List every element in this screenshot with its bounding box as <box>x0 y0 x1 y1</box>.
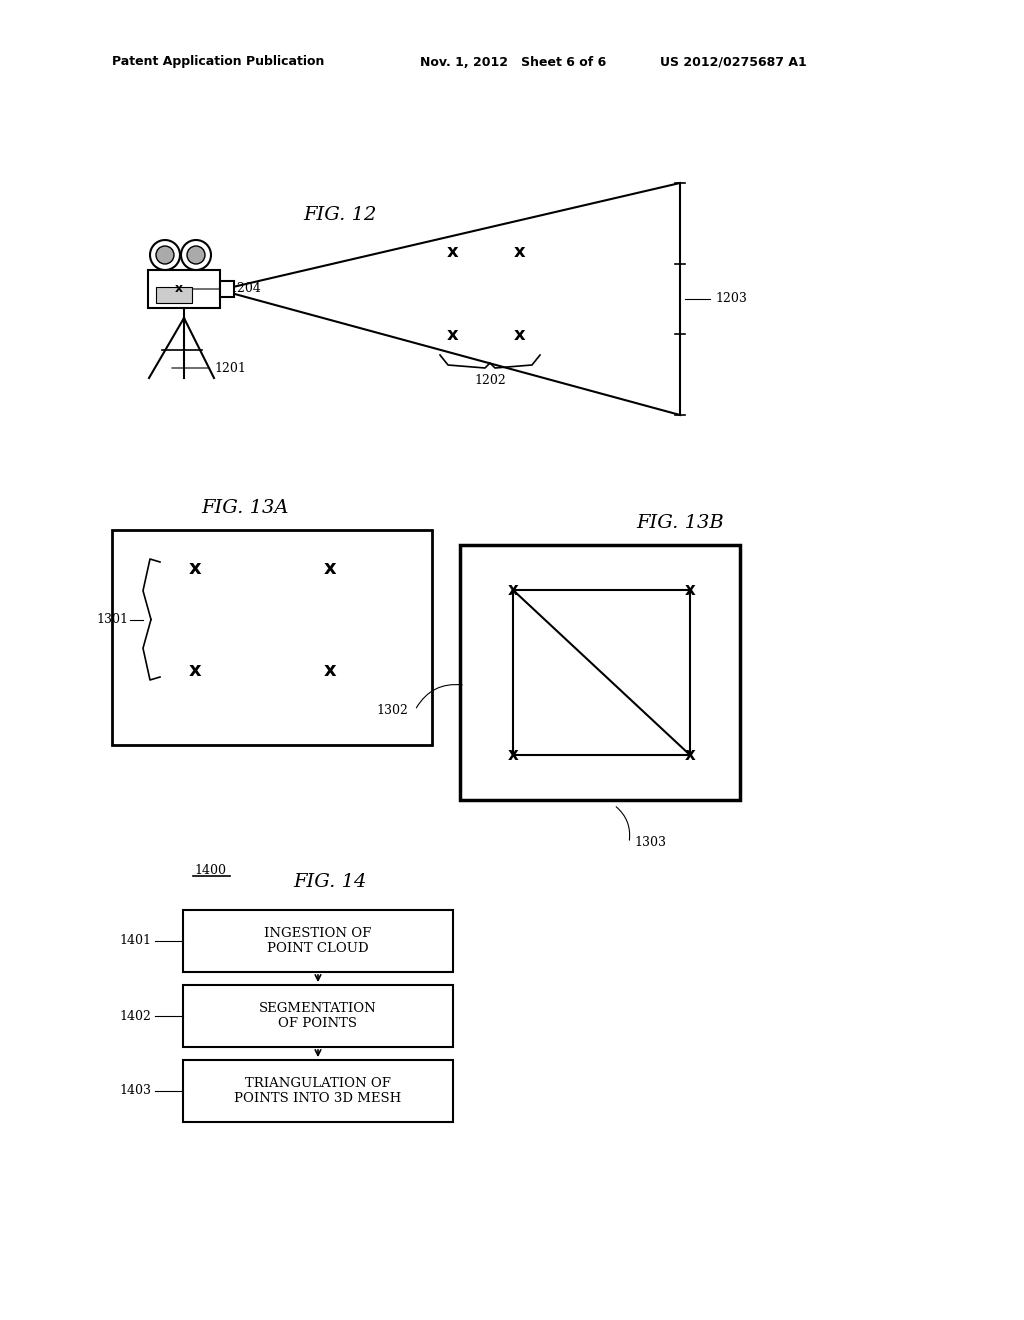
Text: x: x <box>188 560 202 578</box>
Bar <box>183 909 453 972</box>
Text: SEGMENTATION
OF POINTS: SEGMENTATION OF POINTS <box>259 1002 377 1030</box>
Circle shape <box>150 240 180 271</box>
Text: Patent Application Publication: Patent Application Publication <box>112 55 325 69</box>
Bar <box>183 985 453 1047</box>
Text: 1201: 1201 <box>172 362 246 375</box>
Bar <box>220 281 234 297</box>
Text: x: x <box>508 746 518 764</box>
Text: FIG. 13B: FIG. 13B <box>636 513 724 532</box>
Text: x: x <box>324 560 336 578</box>
Text: TRIANGULATION OF
POINTS INTO 3D MESH: TRIANGULATION OF POINTS INTO 3D MESH <box>234 1077 401 1105</box>
Bar <box>156 286 193 304</box>
Text: x: x <box>514 326 525 345</box>
Text: FIG. 13A: FIG. 13A <box>202 499 289 517</box>
Text: x: x <box>324 660 336 680</box>
Text: 1203: 1203 <box>715 293 746 305</box>
Circle shape <box>181 240 211 271</box>
Text: 1402: 1402 <box>119 1010 151 1023</box>
Text: 1400: 1400 <box>194 863 226 876</box>
Text: x: x <box>514 243 525 261</box>
Text: x: x <box>188 660 202 680</box>
Text: INGESTION OF
POINT CLOUD: INGESTION OF POINT CLOUD <box>264 927 372 954</box>
Text: 1204: 1204 <box>186 282 261 296</box>
Text: x: x <box>447 326 459 345</box>
Text: 1303: 1303 <box>634 837 666 850</box>
Bar <box>148 271 220 308</box>
Text: 1301: 1301 <box>96 612 128 626</box>
Text: FIG. 12: FIG. 12 <box>303 206 377 224</box>
Text: x: x <box>685 746 695 764</box>
Text: Nov. 1, 2012   Sheet 6 of 6: Nov. 1, 2012 Sheet 6 of 6 <box>420 55 606 69</box>
Text: 1401: 1401 <box>119 935 151 948</box>
Text: 1202: 1202 <box>474 374 506 387</box>
Text: 1302: 1302 <box>376 704 408 717</box>
Circle shape <box>156 246 174 264</box>
Bar <box>112 531 432 744</box>
Text: x: x <box>175 282 183 296</box>
Text: US 2012/0275687 A1: US 2012/0275687 A1 <box>660 55 807 69</box>
Circle shape <box>187 246 205 264</box>
Bar <box>460 545 740 800</box>
Text: x: x <box>447 243 459 261</box>
Text: x: x <box>508 581 518 599</box>
Text: FIG. 14: FIG. 14 <box>293 873 367 891</box>
Text: x: x <box>685 581 695 599</box>
Text: 1403: 1403 <box>119 1085 151 1097</box>
Bar <box>183 1060 453 1122</box>
